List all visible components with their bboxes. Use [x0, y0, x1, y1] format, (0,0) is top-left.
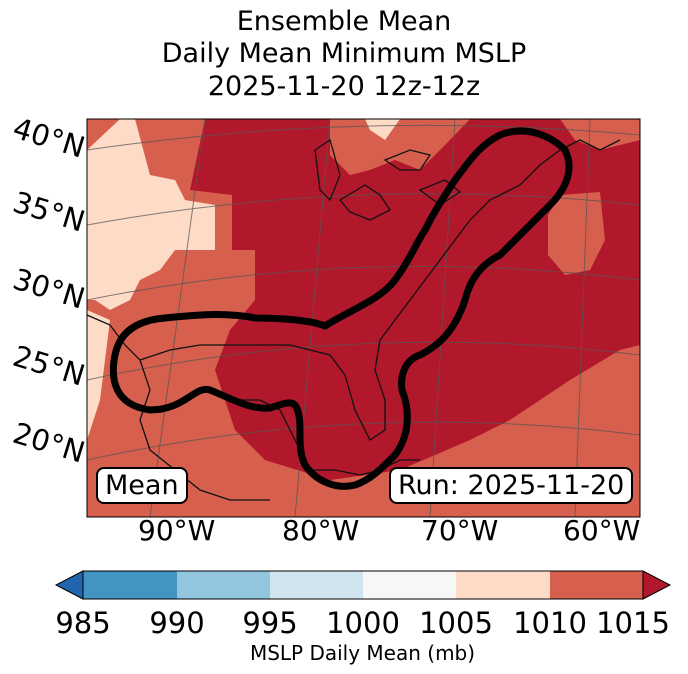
- band-1010-1015-north: [330, 119, 470, 175]
- colorbar-label: MSLP Daily Mean (mb): [249, 641, 476, 665]
- band-1010-1015-sw: [87, 119, 640, 517]
- colorbar-tick: 995: [242, 606, 298, 640]
- colorbar-tick: 1015: [596, 606, 670, 640]
- lon-label-90: 90°W: [138, 514, 216, 547]
- colorbar-frame: [82, 570, 644, 600]
- colorbar-band-1000-1005: [363, 571, 456, 599]
- colorbar-tick: 1010: [513, 606, 587, 640]
- colorbar-tick: 1005: [419, 606, 493, 640]
- colorbar-band-1005-1010: [456, 571, 550, 599]
- band-1005-1010-gulf-west: [87, 310, 110, 440]
- colorbar-extend-low: [54, 570, 84, 600]
- colorbar-tick: 990: [149, 606, 205, 640]
- contour-1015: [109, 127, 573, 490]
- title-line-3: 2025-11-20 12z-12z: [207, 71, 481, 102]
- colorbar-tick: 1000: [326, 606, 400, 640]
- run-box: Run: 2025-11-20: [389, 467, 634, 504]
- map-frame: [86, 118, 641, 518]
- colorbar-band-995-1000: [270, 571, 363, 599]
- band-1010-1015-nw: [87, 119, 205, 170]
- lon-label-60: 60°W: [563, 514, 641, 547]
- mean-box: Mean: [96, 467, 188, 504]
- colorbar-band-985-990: [83, 571, 177, 599]
- mslp-field: [87, 119, 640, 517]
- band-1010-1015-east: [548, 192, 605, 275]
- band-1010-1015-ne: [560, 119, 640, 150]
- colorbar-tick: 985: [55, 606, 111, 640]
- colorbar: [54, 570, 672, 600]
- colorbar-band-1010-1015: [550, 571, 643, 599]
- title-line-2: Daily Mean Minimum MSLP: [161, 38, 527, 69]
- band-1005-1010-north: [365, 119, 400, 140]
- colorbar-extend-high: [642, 570, 672, 600]
- lon-label-80: 80°W: [282, 514, 360, 547]
- graticule: [87, 119, 640, 517]
- title-line-1: Ensemble Mean: [236, 6, 452, 37]
- lon-label-70: 70°W: [421, 514, 499, 547]
- colorbar-band-990-995: [177, 571, 270, 599]
